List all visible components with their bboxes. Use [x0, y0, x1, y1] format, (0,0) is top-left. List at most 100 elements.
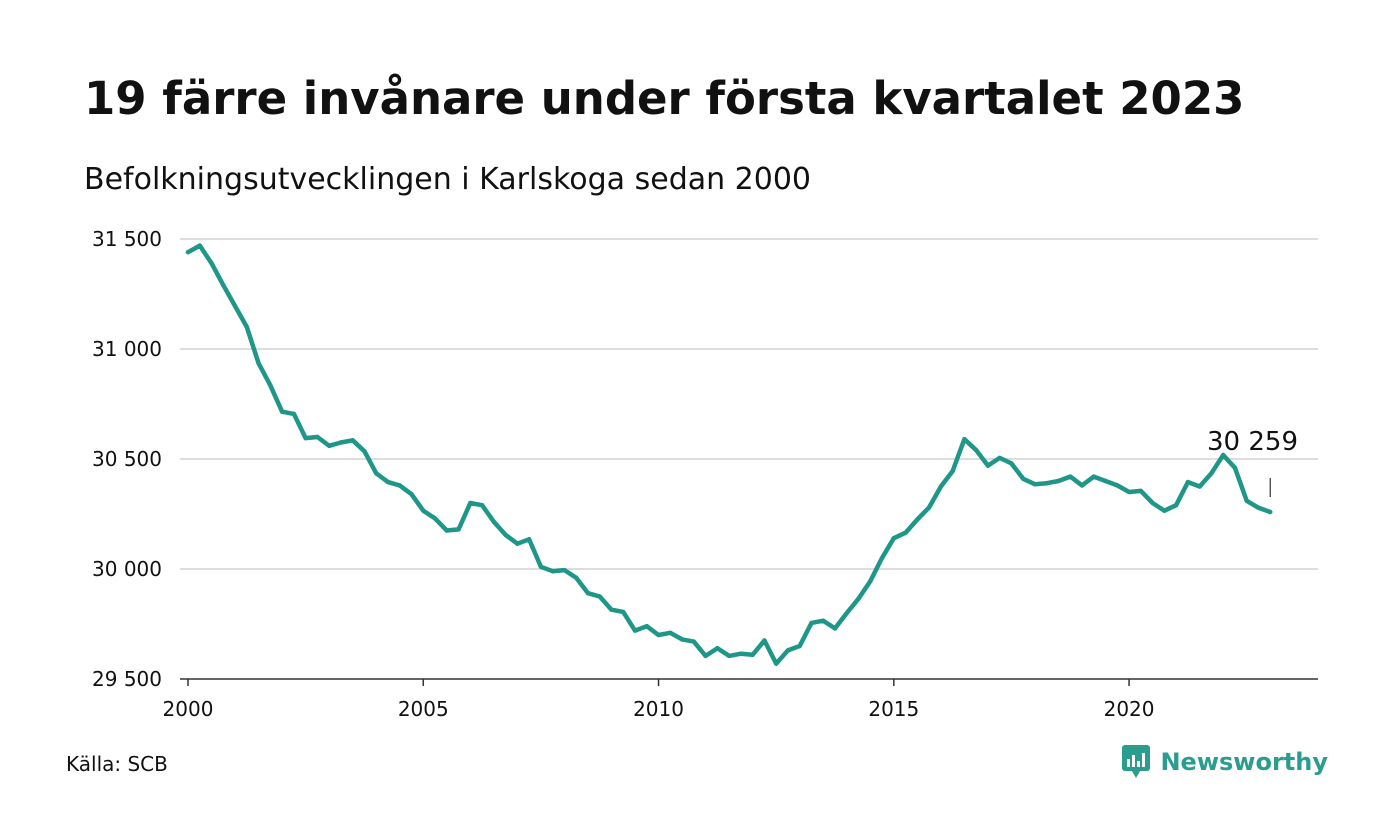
data-point	[303, 435, 308, 441]
newsworthy-logo-icon	[1122, 745, 1151, 778]
data-point	[1079, 483, 1085, 488]
data-point	[679, 637, 685, 642]
data-point	[456, 527, 461, 532]
data-point	[762, 638, 767, 643]
data-point	[374, 471, 379, 476]
x-tick-label: 2020	[1104, 697, 1155, 721]
data-point	[832, 626, 838, 631]
data-point	[209, 261, 214, 266]
data-point	[197, 243, 202, 248]
data-point	[691, 639, 696, 644]
data-point	[503, 532, 508, 538]
data-point	[903, 530, 908, 535]
data-point	[397, 483, 402, 488]
data-point	[550, 569, 555, 574]
data-point	[621, 609, 626, 615]
data-point	[244, 324, 249, 330]
data-point	[868, 578, 873, 584]
data-point	[1009, 461, 1014, 466]
data-point	[1209, 471, 1214, 476]
brand-name: Newsworthy	[1160, 748, 1328, 776]
data-point	[221, 283, 226, 288]
data-point	[185, 250, 191, 255]
y-tick-label: 31 000	[92, 337, 162, 361]
x-tick-label: 2010	[633, 697, 684, 721]
data-point	[1021, 476, 1026, 481]
data-point	[468, 500, 473, 506]
data-point	[327, 443, 332, 448]
data-point	[279, 409, 285, 414]
data-point	[974, 448, 979, 453]
data-point	[1115, 483, 1120, 488]
x-tick-label: 2000	[163, 697, 214, 721]
data-point	[891, 536, 896, 541]
data-point	[750, 652, 755, 657]
data-point	[668, 630, 673, 635]
data-point	[985, 463, 991, 468]
data-point	[1044, 481, 1049, 486]
data-point	[962, 437, 967, 442]
data-point	[538, 564, 544, 569]
data-point	[726, 653, 732, 659]
data-point	[338, 440, 344, 445]
data-point	[515, 541, 520, 546]
data-point	[797, 643, 802, 649]
data-point	[915, 517, 920, 522]
data-point	[268, 383, 273, 388]
series-line	[185, 243, 1273, 666]
data-point	[809, 620, 814, 626]
data-point	[479, 503, 485, 508]
data-point	[350, 438, 355, 443]
data-point	[1268, 509, 1273, 515]
data-point	[938, 484, 944, 489]
data-point	[644, 624, 649, 629]
data-point	[362, 449, 367, 454]
data-point	[879, 555, 885, 561]
y-axis-tick-labels: 29 500 30 000 30 500 31 000 31 500	[92, 227, 162, 691]
data-point	[385, 479, 391, 485]
data-point	[1056, 478, 1061, 484]
data-point	[632, 628, 638, 633]
data-point	[585, 591, 591, 596]
annotation-label: 30 259	[1207, 427, 1298, 457]
data-point	[562, 567, 567, 573]
x-axis: 2000 2005 2010 2015 2020	[163, 678, 1318, 721]
data-point	[432, 516, 438, 521]
data-point	[526, 537, 532, 542]
data-point	[444, 528, 449, 533]
data-point	[232, 303, 238, 309]
x-tick-label: 2015	[868, 697, 919, 721]
data-point	[844, 610, 849, 616]
y-tick-label: 31 500	[92, 227, 162, 251]
data-point	[597, 594, 602, 599]
y-tick-label: 30 000	[92, 557, 162, 581]
data-point	[785, 648, 791, 653]
brand-logo[interactable]: Newsworthy	[1122, 745, 1328, 779]
data-point	[1173, 503, 1179, 508]
data-point	[1091, 474, 1097, 479]
data-point	[1244, 498, 1249, 503]
data-point	[997, 455, 1002, 461]
source-note: Källa: SCB	[66, 752, 168, 776]
data-point	[856, 596, 861, 601]
data-point	[409, 492, 414, 497]
data-point	[1103, 478, 1108, 484]
data-point	[703, 653, 708, 659]
data-point	[1256, 505, 1261, 510]
data-point	[1138, 488, 1144, 494]
data-point	[491, 519, 496, 524]
annotation-layer: 30 259	[1207, 427, 1298, 497]
data-point	[926, 505, 932, 510]
data-point	[256, 361, 261, 366]
data-point	[315, 434, 320, 440]
y-tick-label: 30 500	[92, 447, 162, 471]
chart-subtitle: Befolkningsutvecklingen i Karlskoga seda…	[84, 162, 812, 197]
data-point	[1068, 474, 1073, 479]
data-point	[291, 411, 297, 417]
data-point	[1185, 479, 1191, 485]
data-point	[1150, 500, 1155, 506]
data-point	[1126, 489, 1132, 495]
data-point	[1162, 508, 1167, 513]
series-layer	[185, 243, 1273, 666]
